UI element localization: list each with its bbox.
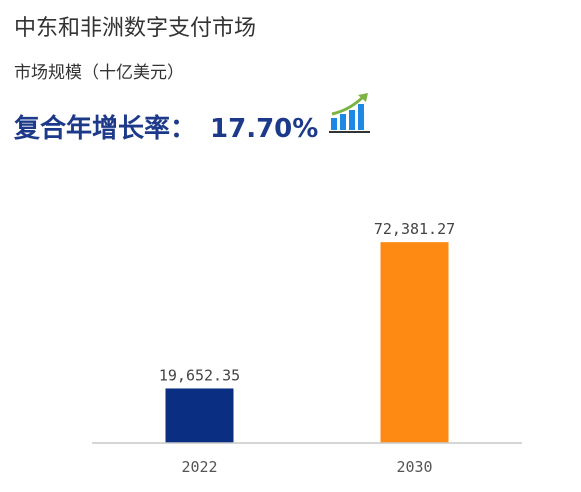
- cagr-line: 复合年增长率： 17.70%: [14, 108, 318, 145]
- page-title: 中东和非洲数字支付市场: [14, 16, 257, 41]
- market-size-subtitle: 市场规模（十亿美元）: [14, 63, 184, 83]
- growth-chart-icon: [329, 93, 370, 133]
- bar-2030: [380, 242, 449, 443]
- x-axis-ticks: 2022 2030: [181, 458, 432, 476]
- cagr-label: 复合年增长率：: [14, 114, 197, 144]
- data-label-2022: 19,652.35: [159, 366, 240, 384]
- cagr-value: 17.70%: [210, 114, 319, 144]
- x-tick-label-2022: 2022: [181, 458, 217, 476]
- data-label-2030: 72,381.27: [374, 220, 455, 238]
- x-tick-label-2030: 2030: [396, 458, 432, 476]
- bar-group: 19,652.35 72,381.27: [159, 220, 455, 443]
- bar-2022: [165, 388, 234, 443]
